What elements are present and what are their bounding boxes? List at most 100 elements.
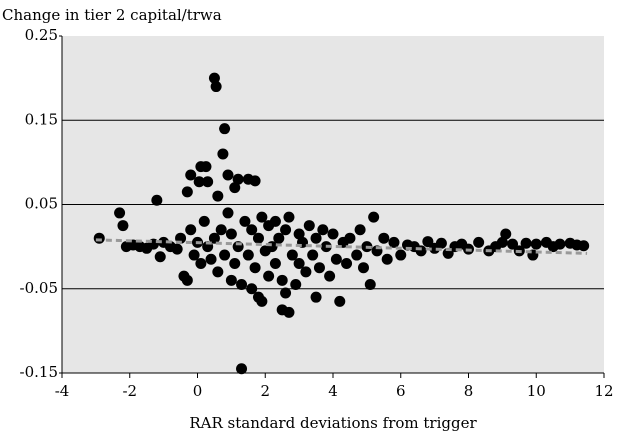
x-axis-label: RAR standard deviations from trigger — [189, 414, 477, 432]
point — [368, 211, 380, 223]
point — [188, 249, 200, 261]
point — [351, 249, 363, 261]
point — [249, 175, 261, 187]
point — [200, 161, 212, 173]
point — [520, 237, 532, 249]
y-tick-label: -0.05 — [20, 279, 58, 297]
point — [330, 253, 342, 265]
point — [202, 176, 214, 188]
x-tick-label: 6 — [396, 382, 406, 400]
chart-title: Change in tier 2 capital/trwa — [2, 6, 222, 24]
y-tick-label: 0.15 — [25, 110, 58, 128]
x-tick-label: -2 — [122, 382, 137, 400]
point — [212, 266, 224, 278]
point — [205, 253, 217, 265]
point — [225, 228, 237, 240]
point — [185, 224, 197, 236]
point — [242, 249, 254, 261]
point — [198, 215, 210, 227]
point — [269, 257, 281, 269]
point — [222, 169, 234, 181]
point — [208, 232, 220, 244]
point — [530, 238, 542, 250]
point — [324, 270, 336, 282]
point — [236, 363, 248, 375]
point — [327, 228, 339, 240]
point — [283, 211, 295, 223]
point — [381, 253, 393, 265]
point — [273, 232, 285, 244]
point — [117, 220, 129, 232]
point — [293, 257, 305, 269]
point — [171, 243, 183, 255]
point — [388, 236, 400, 248]
point — [300, 266, 312, 278]
point — [357, 262, 369, 274]
x-tick-label: 2 — [260, 382, 270, 400]
point — [415, 245, 427, 257]
point — [181, 186, 193, 198]
y-tick-label: 0.05 — [25, 195, 58, 213]
point — [310, 291, 322, 303]
y-tick-label: -0.15 — [20, 363, 58, 381]
point — [507, 238, 519, 250]
point — [229, 257, 241, 269]
point — [114, 207, 126, 219]
point — [280, 287, 292, 299]
point — [246, 283, 258, 295]
point — [181, 274, 193, 286]
point — [269, 215, 281, 227]
trend-line — [95, 238, 588, 255]
point — [307, 249, 319, 261]
point — [500, 228, 512, 240]
x-tick-label: 12 — [594, 382, 613, 400]
point — [364, 279, 376, 291]
point — [473, 236, 485, 248]
point — [344, 232, 356, 244]
point — [378, 232, 390, 244]
point — [252, 232, 264, 244]
point — [195, 257, 207, 269]
point — [212, 190, 224, 202]
point — [217, 148, 229, 160]
point — [229, 182, 241, 194]
point — [310, 232, 322, 244]
point — [232, 173, 244, 185]
x-tick-label: 4 — [328, 382, 338, 400]
point — [225, 274, 237, 286]
point — [395, 249, 407, 261]
point — [151, 194, 163, 206]
point — [239, 215, 251, 227]
point — [354, 224, 366, 236]
point — [283, 306, 295, 318]
point — [334, 295, 346, 307]
point — [422, 236, 434, 248]
point — [554, 238, 566, 250]
point — [290, 279, 302, 291]
point — [578, 240, 590, 252]
point — [215, 224, 227, 236]
x-tick-label: 0 — [193, 382, 203, 400]
point — [293, 228, 305, 240]
point — [93, 232, 105, 244]
point — [341, 257, 353, 269]
point — [276, 274, 288, 286]
point — [280, 224, 292, 236]
point — [210, 81, 222, 93]
point — [222, 207, 234, 219]
point — [185, 169, 197, 181]
point — [303, 220, 315, 232]
point — [313, 262, 325, 274]
x-tick-label: 8 — [464, 382, 474, 400]
point — [236, 279, 248, 291]
point — [256, 211, 268, 223]
point — [154, 251, 166, 263]
point — [219, 249, 231, 261]
point — [435, 237, 447, 249]
point — [256, 295, 268, 307]
point — [193, 176, 205, 188]
point — [219, 123, 231, 135]
x-tick-label: -4 — [55, 382, 70, 400]
x-tick-label: 10 — [527, 382, 546, 400]
